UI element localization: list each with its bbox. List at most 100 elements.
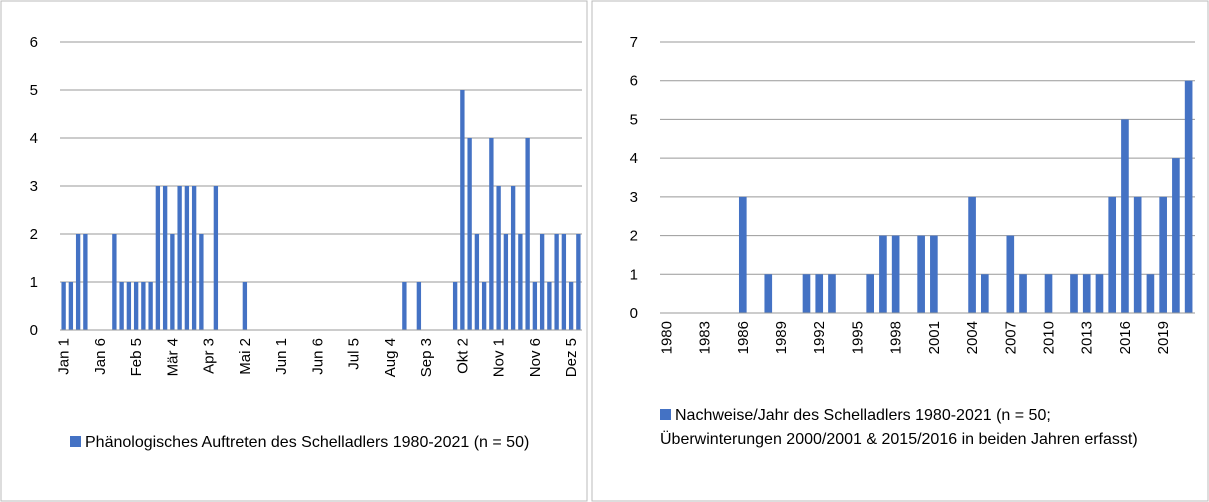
bar xyxy=(891,235,900,313)
x-tick-label: 1992 xyxy=(811,321,828,354)
y-tick-label: 2 xyxy=(30,226,38,243)
x-tick-label: Sep 3 xyxy=(418,338,435,377)
bar xyxy=(481,282,487,330)
x-tick-label: 1998 xyxy=(888,321,905,354)
bar xyxy=(568,282,574,330)
bar xyxy=(1121,119,1129,313)
bar xyxy=(416,282,422,330)
bar xyxy=(1159,196,1167,313)
y-tick-label: 2 xyxy=(630,228,638,245)
y-tick-label: 3 xyxy=(30,178,38,195)
legend: Nachweise/Jahr des Schelladlers 1980-202… xyxy=(660,404,1170,452)
x-tick-label: 2004 xyxy=(964,321,981,354)
panel-border xyxy=(591,0,1209,502)
bar xyxy=(764,274,773,313)
bar xyxy=(119,282,124,330)
bar xyxy=(177,186,182,330)
bar xyxy=(75,234,81,330)
bar xyxy=(561,234,567,330)
x-tick-label: Aug 4 xyxy=(382,338,399,377)
y-tick-label: 5 xyxy=(630,111,638,128)
bar xyxy=(1172,158,1180,313)
x-tick-label: Jan 1 xyxy=(56,338,73,375)
bar xyxy=(184,186,190,330)
bar xyxy=(452,282,458,330)
x-tick-label: 1989 xyxy=(773,321,790,354)
y-tick-label: 1 xyxy=(630,266,638,283)
bar xyxy=(199,234,204,330)
bar xyxy=(141,282,146,330)
bar xyxy=(930,235,938,313)
bar xyxy=(133,282,139,330)
bar xyxy=(518,234,523,330)
bar xyxy=(155,186,161,330)
bar xyxy=(554,234,559,330)
bar xyxy=(112,234,117,330)
bar xyxy=(170,234,175,330)
x-tick-label: 1983 xyxy=(697,321,714,354)
bar xyxy=(815,274,824,313)
x-tick-label: Apr 3 xyxy=(201,338,218,374)
y-tick-label: 6 xyxy=(30,34,38,51)
bar xyxy=(539,234,545,330)
x-tick-label: 1980 xyxy=(658,321,675,354)
bar xyxy=(242,282,248,330)
bar xyxy=(126,282,132,330)
bar xyxy=(1082,274,1091,313)
x-tick-label: Jun 1 xyxy=(273,338,290,375)
bar xyxy=(547,282,552,330)
bar xyxy=(503,234,509,330)
x-tick-label: Dez 5 xyxy=(563,338,580,377)
y-tick-label: 1 xyxy=(30,274,38,291)
x-tick-label: 2010 xyxy=(1041,321,1058,354)
x-tick-label: Mai 2 xyxy=(237,338,254,375)
y-tick-label: 3 xyxy=(630,189,638,206)
bar xyxy=(1044,274,1053,313)
bar xyxy=(968,196,976,313)
x-tick-label: 1995 xyxy=(849,321,866,354)
bar xyxy=(1019,274,1027,313)
y-tick-label: 4 xyxy=(30,130,38,147)
bar xyxy=(866,274,874,313)
bar xyxy=(576,234,581,330)
bar xyxy=(828,274,836,313)
x-tick-label: Feb 5 xyxy=(128,338,145,376)
bar xyxy=(402,282,407,330)
legend: Phänologisches Auftreten des Schelladler… xyxy=(70,431,570,455)
bar xyxy=(1006,235,1015,313)
bar xyxy=(191,186,197,330)
bar xyxy=(1070,274,1078,313)
bar xyxy=(802,274,811,313)
bar xyxy=(460,90,465,330)
y-tick-label: 6 xyxy=(630,73,638,90)
bar xyxy=(68,282,74,330)
bar xyxy=(510,186,516,330)
x-tick-label: Okt 2 xyxy=(454,338,471,374)
x-tick-label: 2007 xyxy=(1002,321,1019,354)
x-tick-label: Jul 5 xyxy=(346,338,363,370)
bar xyxy=(213,186,219,330)
x-tick-label: 2016 xyxy=(1117,321,1134,354)
bar xyxy=(879,235,887,313)
legend-swatch xyxy=(70,436,81,447)
x-tick-label: 1986 xyxy=(735,321,752,354)
bar xyxy=(1133,196,1142,313)
bar xyxy=(917,235,925,313)
bar xyxy=(474,234,480,330)
x-tick-label: 2001 xyxy=(926,321,943,354)
bar xyxy=(1108,196,1117,313)
x-tick-label: Mär 4 xyxy=(164,338,181,376)
bar xyxy=(738,196,747,313)
legend-text: Nachweise/Jahr des Schelladlers 1980-202… xyxy=(660,407,1138,448)
x-tick-label: Jun 6 xyxy=(309,338,326,375)
bar xyxy=(148,282,153,330)
y-tick-label: 7 xyxy=(630,34,638,51)
bar xyxy=(162,186,168,330)
bar xyxy=(981,274,989,313)
bar xyxy=(1146,274,1155,313)
bar xyxy=(83,234,88,330)
x-tick-label: Nov 1 xyxy=(491,338,508,377)
x-tick-label: Jan 6 xyxy=(92,338,109,375)
